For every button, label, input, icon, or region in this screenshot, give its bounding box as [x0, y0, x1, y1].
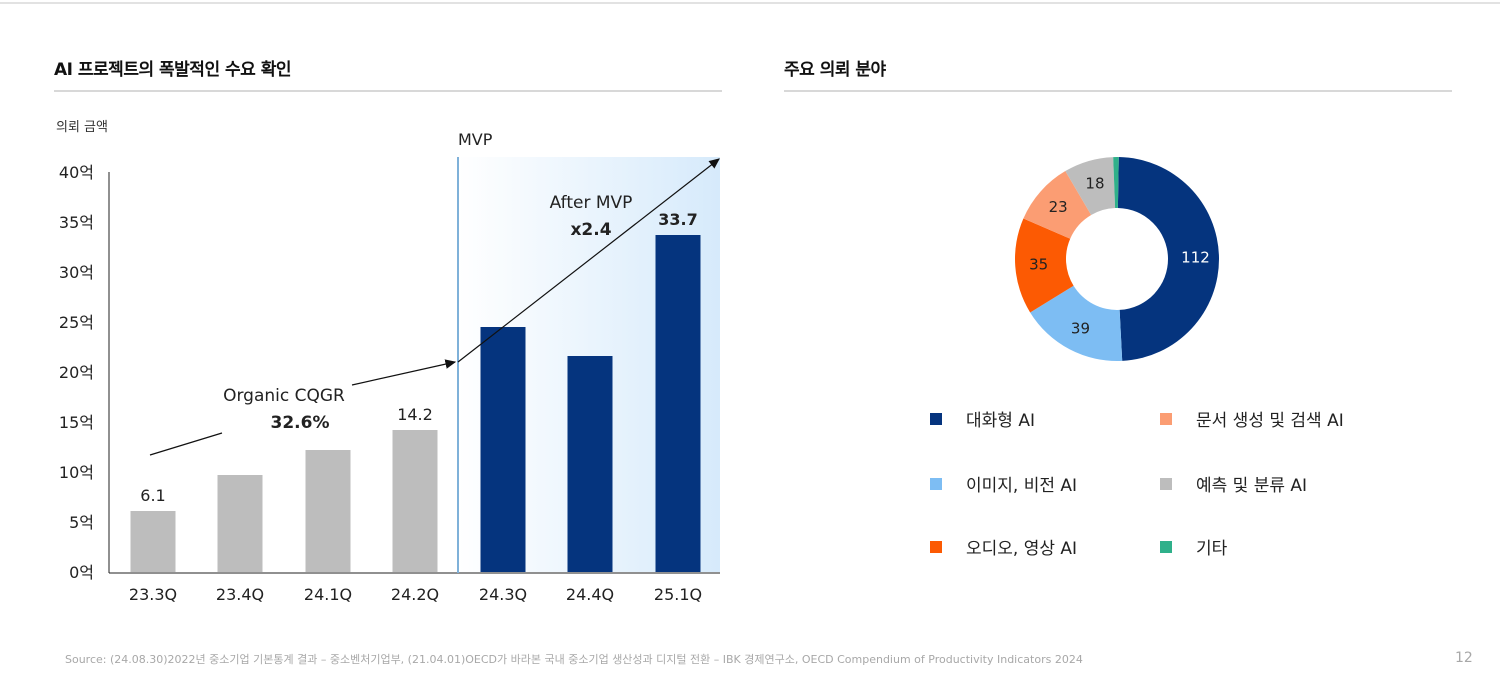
after-mvp-arrow	[457, 158, 720, 363]
legend-swatch	[1160, 477, 1172, 490]
legend-swatch	[1160, 540, 1172, 553]
legend-item: 예측 및 분류 AI	[1160, 471, 1307, 496]
slice-5	[1113, 157, 1119, 209]
right-title: 주요 의뢰 분야	[784, 60, 886, 80]
legend-label: 문서 생성 및 검색 AI	[1196, 411, 1344, 431]
after-mvp-label: After MVP	[550, 193, 633, 213]
bar-23.3Q	[130, 511, 176, 572]
mvp-label: MVP	[458, 130, 493, 149]
slice-label: 112	[1181, 249, 1210, 267]
y-tick-label: 35억	[59, 213, 94, 232]
slice-label: 18	[1085, 175, 1104, 193]
top-divider	[0, 2, 1500, 4]
legend-swatch	[1160, 412, 1172, 425]
slice-3	[1023, 171, 1092, 239]
organic-arrow-tail	[149, 432, 223, 456]
slice-2	[1014, 218, 1074, 313]
y-tick-label: 20억	[59, 363, 94, 382]
slice-label: 39	[1071, 319, 1090, 337]
bar-23.4Q	[217, 475, 263, 572]
organic-arrow	[351, 359, 457, 386]
data-label: 33.7	[658, 210, 697, 229]
bar-24.1Q	[305, 450, 351, 572]
y-axis-label: 의뢰 금액	[56, 120, 108, 135]
y-tick-label: 10억	[59, 463, 94, 482]
x-tick-label: 24.2Q	[391, 585, 439, 604]
right-rule	[784, 90, 1452, 92]
after-mvp-value: x2.4	[570, 220, 611, 240]
x-tick-label: 24.1Q	[304, 585, 352, 604]
x-tick-label: 24.4Q	[566, 585, 614, 604]
legend-label: 대화형 AI	[966, 411, 1035, 431]
bar-25.1Q	[655, 235, 701, 572]
y-tick-label: 15억	[59, 413, 94, 432]
y-tick-label: 40억	[59, 163, 94, 182]
legend-label: 오디오, 영상 AI	[966, 539, 1078, 559]
bar-24.3Q	[480, 327, 526, 572]
legend-swatch	[930, 412, 942, 425]
legend-item: 이미지, 비전 AI	[930, 471, 1077, 496]
x-tick-label: 23.3Q	[129, 585, 177, 604]
slice-1	[1030, 285, 1123, 361]
legend-item: 오디오, 영상 AI	[930, 534, 1077, 559]
bar-24.2Q	[392, 430, 438, 572]
slice-0	[1117, 157, 1220, 361]
data-label: 14.2	[397, 405, 433, 424]
legend-label: 예측 및 분류 AI	[1196, 476, 1308, 496]
organic-value: 32.6%	[271, 413, 330, 433]
bar-24.4Q	[567, 356, 613, 572]
y-tick-label: 0억	[69, 563, 94, 582]
y-tick-label: 5억	[69, 513, 94, 532]
data-label: 6.1	[140, 486, 165, 505]
slice-label: 23	[1049, 198, 1068, 216]
y-tick-label: 25억	[59, 313, 94, 332]
legend-swatch	[930, 477, 942, 490]
slice-label: 35	[1029, 256, 1048, 274]
x-tick-label: 24.3Q	[479, 585, 527, 604]
y-tick-label: 30억	[59, 263, 94, 282]
legend-label: 이미지, 비전 AI	[966, 476, 1078, 496]
organic-label: Organic CQGR	[223, 386, 345, 406]
x-tick-label: 25.1Q	[654, 585, 702, 604]
legend-item: 기타	[1160, 534, 1227, 559]
legend-item: 문서 생성 및 검색 AI	[1160, 406, 1344, 431]
left-title: AI 프로젝트의 폭발적인 수요 확인	[54, 60, 291, 80]
slice-4	[1065, 157, 1116, 216]
legend-swatch	[930, 540, 942, 553]
legend-item: 대화형 AI	[930, 406, 1035, 431]
legend-label: 기타	[1196, 539, 1228, 559]
x-tick-label: 23.4Q	[216, 585, 264, 604]
source-note: Source: (24.08.30)2022년 중소기업 기본통계 결과 – 중…	[65, 653, 1083, 666]
page-number: 12	[1455, 650, 1473, 666]
left-rule	[54, 90, 722, 92]
